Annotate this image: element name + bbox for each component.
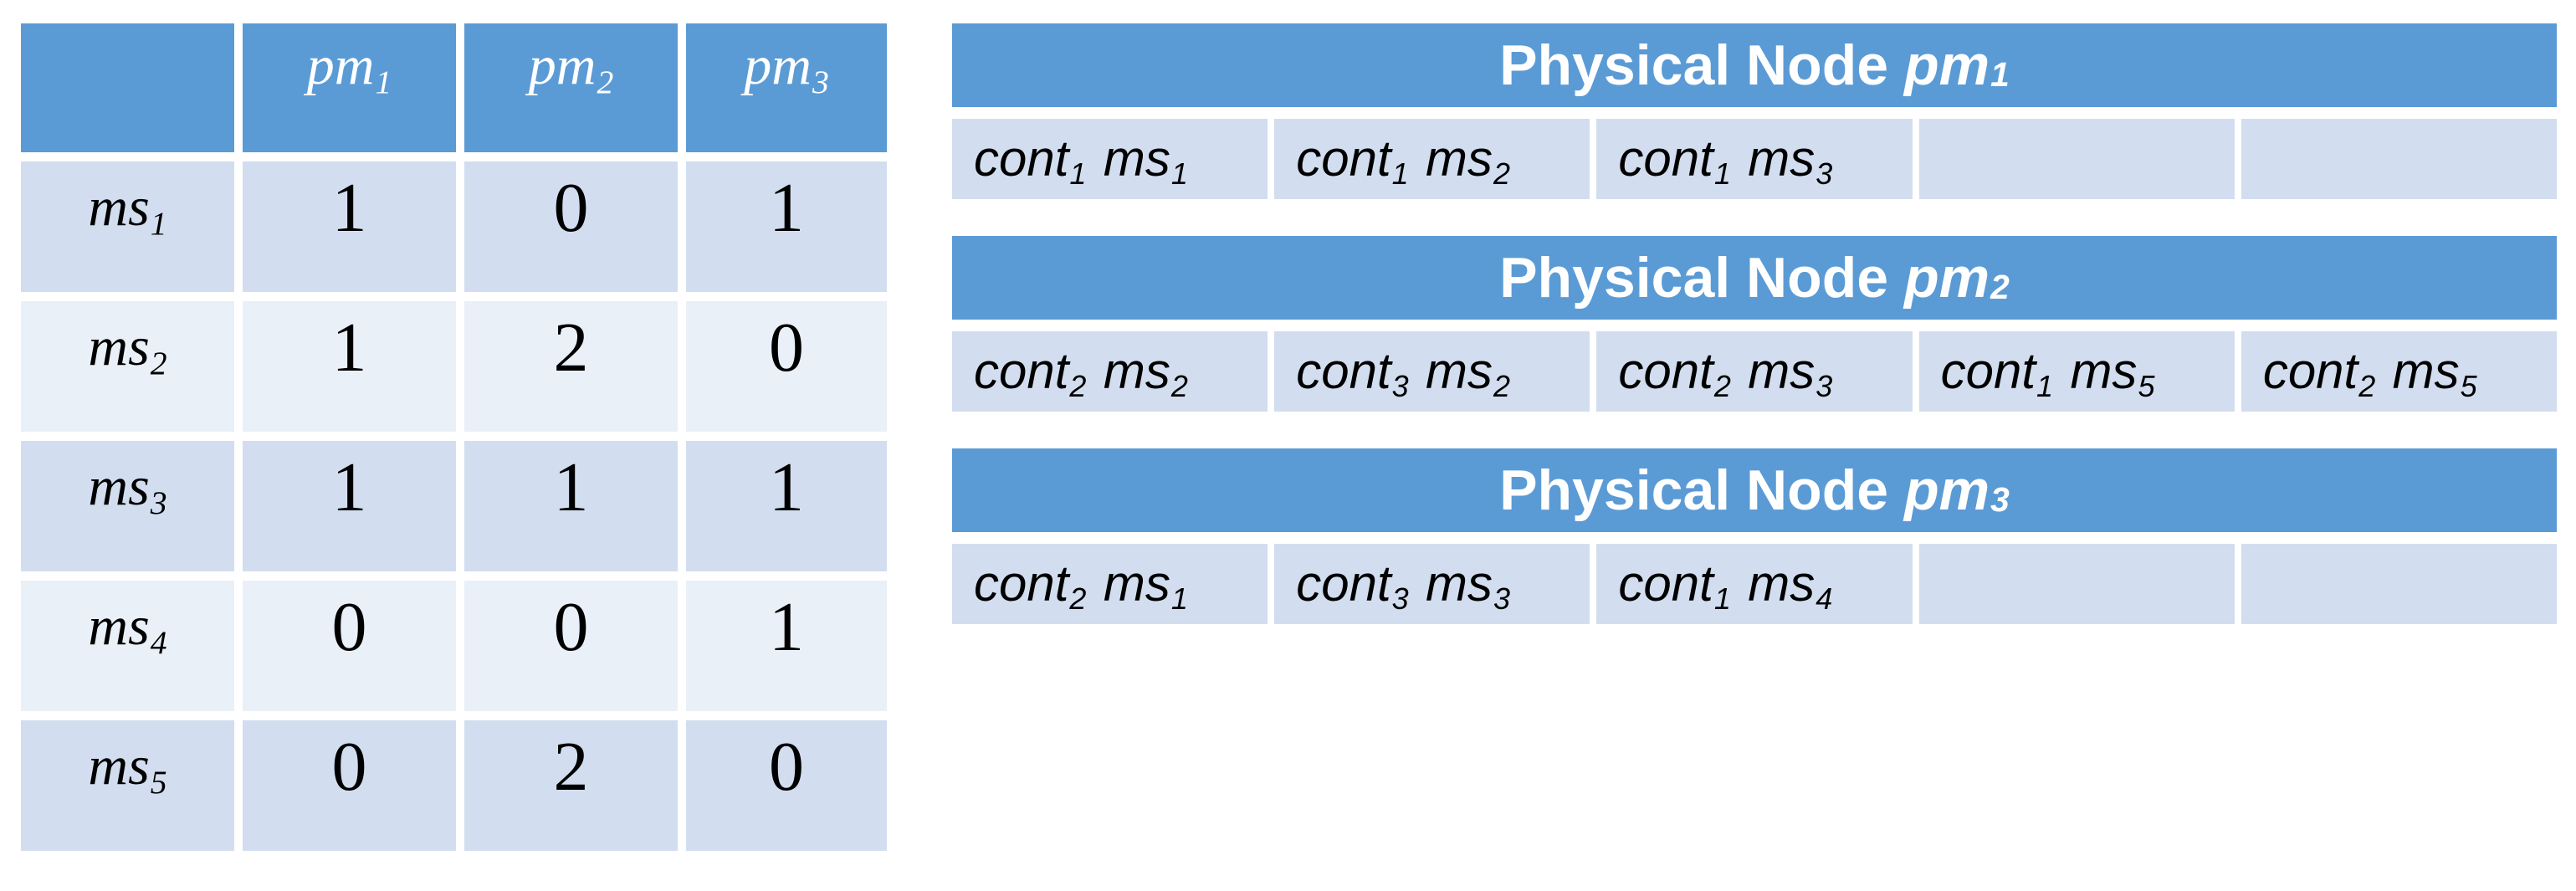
container-cell: cont2 ms2 xyxy=(952,331,1268,412)
matrix-value-ms5-pm1: 0 xyxy=(243,720,456,851)
container-cell: cont1 ms5 xyxy=(1918,331,2235,412)
matrix-row-label-ms1: ms1 xyxy=(21,161,234,292)
matrix-value-ms1-pm3: 1 xyxy=(686,161,887,292)
matrix-value-ms1-pm1: 1 xyxy=(243,161,456,292)
pm3-label: pm3 xyxy=(744,35,829,101)
matrix-value-ms5-pm3: 0 xyxy=(686,720,887,851)
matrix-value-ms5-pm2: 2 xyxy=(464,720,678,851)
matrix-value-ms3-pm2: 1 xyxy=(464,441,678,571)
physical-node-pm3-header: Physical Node pm 3 xyxy=(952,448,2557,532)
empty-cell xyxy=(1918,119,2235,199)
container-cell: cont3 ms2 xyxy=(1274,331,1590,412)
ms3-label: ms3 xyxy=(88,456,167,522)
node-title-sub: 3 xyxy=(1990,480,2010,520)
matrix-col-header-pm3: pm3 xyxy=(686,23,887,152)
container-cell: cont1 ms4 xyxy=(1596,544,1913,624)
matrix-row-label-ms2: ms2 xyxy=(21,301,234,432)
ms2-label: ms2 xyxy=(88,316,167,382)
ms5-label: ms5 xyxy=(88,735,167,801)
matrix-value-ms4-pm3: 1 xyxy=(686,581,887,711)
physical-node-tables: Physical Node pm 1 cont1 ms1 cont1 ms2 cont1… xyxy=(952,23,2558,661)
matrix-row-label-ms3: ms3 xyxy=(21,441,234,571)
physical-node-pm3-row: cont2 ms1 cont3 ms3 cont1 ms4 xyxy=(952,544,2558,624)
pm2-label: pm2 xyxy=(528,35,614,101)
physical-node-table-pm2: Physical Node pm 2 cont2 ms2 cont3 ms2 cont2… xyxy=(952,236,2558,412)
container-cell: cont1 ms1 xyxy=(952,119,1268,199)
physical-node-pm2-row: cont2 ms2 cont3 ms2 cont2 ms3 cont1 ms5 cont… xyxy=(952,331,2558,412)
matrix-value-ms4-pm2: 0 xyxy=(464,581,678,711)
matrix-value-ms2-pm2: 2 xyxy=(464,301,678,432)
node-title-text: Physical Node xyxy=(1499,33,1889,97)
container-cell: cont3 ms3 xyxy=(1274,544,1590,624)
container-cell: cont2 ms3 xyxy=(1596,331,1913,412)
container-cell: cont1 ms2 xyxy=(1274,119,1590,199)
matrix-value-ms2-pm3: 0 xyxy=(686,301,887,432)
physical-node-pm1-row: cont1 ms1 cont1 ms2 cont1 ms3 xyxy=(952,119,2558,199)
node-title-sub: 1 xyxy=(1990,55,2010,95)
matrix-value-ms3-pm3: 1 xyxy=(686,441,887,571)
container-cell: cont1 ms3 xyxy=(1596,119,1913,199)
physical-node-pm1-header: Physical Node pm 1 xyxy=(952,23,2557,107)
node-title-sub: 2 xyxy=(1990,268,2010,307)
pm1-label: pm1 xyxy=(306,35,392,101)
empty-cell xyxy=(2241,119,2558,199)
replica-matrix-table: pm1 pm2 pm3 ms1 1 0 1 ms2 1 2 0 ms3 1 1 … xyxy=(21,23,887,851)
empty-cell xyxy=(2241,544,2558,624)
matrix-col-header-pm2: pm2 xyxy=(464,23,678,152)
matrix-corner-cell xyxy=(21,23,234,152)
ms1-label: ms1 xyxy=(88,177,167,243)
node-title-text: Physical Node xyxy=(1499,246,1889,310)
ms4-label: ms4 xyxy=(88,596,167,662)
physical-node-table-pm3: Physical Node pm 3 cont2 ms1 cont3 ms3 cont1… xyxy=(952,448,2558,624)
empty-cell xyxy=(1918,544,2235,624)
matrix-value-ms2-pm1: 1 xyxy=(243,301,456,432)
node-title-pm: pm xyxy=(1904,458,1990,522)
node-title-pm: pm xyxy=(1904,33,1990,97)
physical-node-pm2-header: Physical Node pm 2 xyxy=(952,236,2557,320)
container-cell: cont2 ms5 xyxy=(2241,331,2558,412)
matrix-value-ms3-pm1: 1 xyxy=(243,441,456,571)
matrix-col-header-pm1: pm1 xyxy=(243,23,456,152)
node-title-pm: pm xyxy=(1904,246,1990,310)
physical-node-table-pm1: Physical Node pm 1 cont1 ms1 cont1 ms2 cont1… xyxy=(952,23,2558,199)
matrix-row-label-ms4: ms4 xyxy=(21,581,234,711)
node-title-text: Physical Node xyxy=(1499,458,1889,522)
matrix-value-ms1-pm2: 0 xyxy=(464,161,678,292)
matrix-row-label-ms5: ms5 xyxy=(21,720,234,851)
container-cell: cont2 ms1 xyxy=(952,544,1268,624)
matrix-value-ms4-pm1: 0 xyxy=(243,581,456,711)
